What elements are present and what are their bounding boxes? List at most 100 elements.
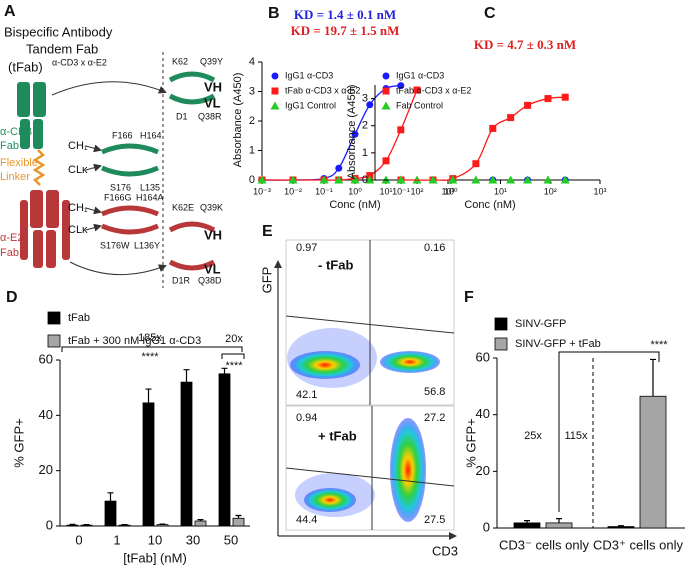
linker-label: Flexible bbox=[0, 157, 38, 169]
y-tick-label: 40 bbox=[39, 407, 53, 422]
arrow bbox=[69, 261, 167, 276]
plot-label: - tFab bbox=[318, 257, 353, 272]
domain-arc bbox=[168, 93, 216, 105]
y-axis-label: % GFP+ bbox=[11, 418, 26, 468]
marker bbox=[524, 101, 532, 109]
domain-label: VL bbox=[204, 261, 221, 276]
bracket bbox=[61, 346, 243, 352]
bar bbox=[180, 381, 193, 527]
annotation: **** bbox=[141, 351, 159, 363]
marker bbox=[506, 175, 516, 184]
y-tick-label: 4 bbox=[249, 56, 255, 68]
bar bbox=[218, 373, 231, 527]
title-line: (tFab) bbox=[8, 59, 43, 74]
legend-marker bbox=[382, 87, 390, 95]
x-tick-label: 10³ bbox=[441, 186, 454, 196]
arrow bbox=[85, 206, 102, 215]
marker bbox=[397, 126, 405, 134]
quadrant-value: 0.97 bbox=[296, 242, 317, 254]
legend-label: SINV-GFP bbox=[515, 318, 566, 330]
x-tick-label: 10⁻¹ bbox=[315, 186, 333, 196]
panel-e: E GFP CD3 0.97 0.16 42.1 56.8 - tFab 0.9… bbox=[259, 223, 458, 558]
marker bbox=[366, 101, 374, 109]
marker bbox=[365, 175, 375, 184]
panel-a: A Bispecific Antibody Tandem Fab (tFab) … bbox=[0, 3, 223, 288]
residue: L135 bbox=[140, 182, 160, 192]
bar bbox=[156, 524, 169, 527]
y-tick-label: 0 bbox=[362, 174, 368, 186]
kd-annotation: KD = 19.7 ± 1.5 nM bbox=[291, 23, 400, 38]
residue: Q39K bbox=[200, 202, 223, 212]
y-tick-label: 60 bbox=[476, 349, 490, 364]
plot-label: + tFab bbox=[318, 428, 357, 443]
axis-label: GFP bbox=[259, 267, 274, 294]
error-bar bbox=[69, 523, 76, 526]
marker bbox=[397, 82, 405, 90]
legend-label: tFab + 300 nM IgG1 α-CD3 bbox=[68, 335, 201, 347]
panel-letter: C bbox=[484, 5, 496, 22]
bracket bbox=[221, 353, 245, 359]
title-line: Tandem Fab bbox=[26, 41, 98, 56]
error-bar bbox=[618, 525, 624, 527]
residue: H164 bbox=[140, 130, 162, 140]
marker bbox=[288, 175, 298, 184]
panel-letter: B bbox=[268, 5, 280, 22]
marker bbox=[544, 95, 552, 103]
bar bbox=[104, 500, 117, 527]
y-tick-label: 3 bbox=[362, 92, 368, 104]
arrow bbox=[85, 223, 102, 232]
residue: L136Y bbox=[134, 240, 160, 250]
legend-label: Fab Control bbox=[396, 100, 443, 110]
arrow bbox=[85, 144, 102, 153]
gate bbox=[285, 315, 455, 334]
y-tick-label: 0 bbox=[249, 174, 255, 186]
residue: F166G bbox=[104, 192, 132, 202]
marker bbox=[560, 175, 570, 184]
bar bbox=[545, 522, 573, 529]
marker bbox=[257, 175, 267, 184]
domain-arc bbox=[101, 223, 159, 235]
marker bbox=[334, 175, 344, 184]
bracket bbox=[558, 351, 660, 512]
fab-label: Fab bbox=[0, 247, 19, 259]
x-axis-label: Conc (nM) bbox=[464, 199, 515, 211]
marker bbox=[428, 175, 438, 184]
annotation: **** bbox=[650, 339, 668, 351]
error-bar bbox=[83, 524, 90, 526]
y-tick-label: 0 bbox=[46, 517, 53, 532]
domain-arc bbox=[101, 205, 159, 217]
marker bbox=[319, 175, 329, 184]
error-bar bbox=[107, 492, 114, 502]
residue: Q38R bbox=[198, 111, 222, 121]
residue: F166 bbox=[112, 130, 133, 140]
x-tick-label: 10 bbox=[148, 532, 162, 547]
marker bbox=[488, 175, 498, 184]
quadrant-value: 27.5 bbox=[424, 514, 445, 526]
domain-label: VH bbox=[204, 79, 222, 94]
x-axis-label: [tFab] (nM) bbox=[123, 550, 187, 565]
marker bbox=[335, 164, 343, 172]
error-bar bbox=[524, 520, 530, 523]
bar bbox=[232, 517, 245, 527]
domain-arc bbox=[168, 71, 216, 83]
annotation: 20x bbox=[225, 333, 243, 345]
y-tick-label: 2 bbox=[362, 120, 368, 132]
legend-label: SINV-GFP + tFab bbox=[515, 338, 601, 350]
legend-label: IgG1 Control bbox=[285, 100, 336, 110]
axis-label: CD3 bbox=[432, 543, 458, 558]
x-tick-label: 10⁰ bbox=[444, 186, 458, 196]
legend-label: IgG1 α-CD3 bbox=[285, 70, 333, 80]
panel-letter: A bbox=[4, 3, 16, 20]
marker bbox=[561, 93, 569, 101]
legend-marker bbox=[382, 72, 390, 80]
fab-label: Fab bbox=[0, 140, 19, 152]
marker bbox=[489, 124, 497, 132]
domain-label: CH₁ bbox=[68, 202, 88, 214]
x-tick-label: 30 bbox=[186, 532, 200, 547]
error-bar bbox=[121, 524, 128, 526]
bar bbox=[66, 524, 79, 527]
legend-label: tFab bbox=[68, 312, 90, 324]
y-tick-label: 20 bbox=[476, 463, 490, 478]
residue: K62E bbox=[172, 202, 194, 212]
kd-annotation: KD = 1.4 ± 0.1 nM bbox=[294, 7, 396, 22]
